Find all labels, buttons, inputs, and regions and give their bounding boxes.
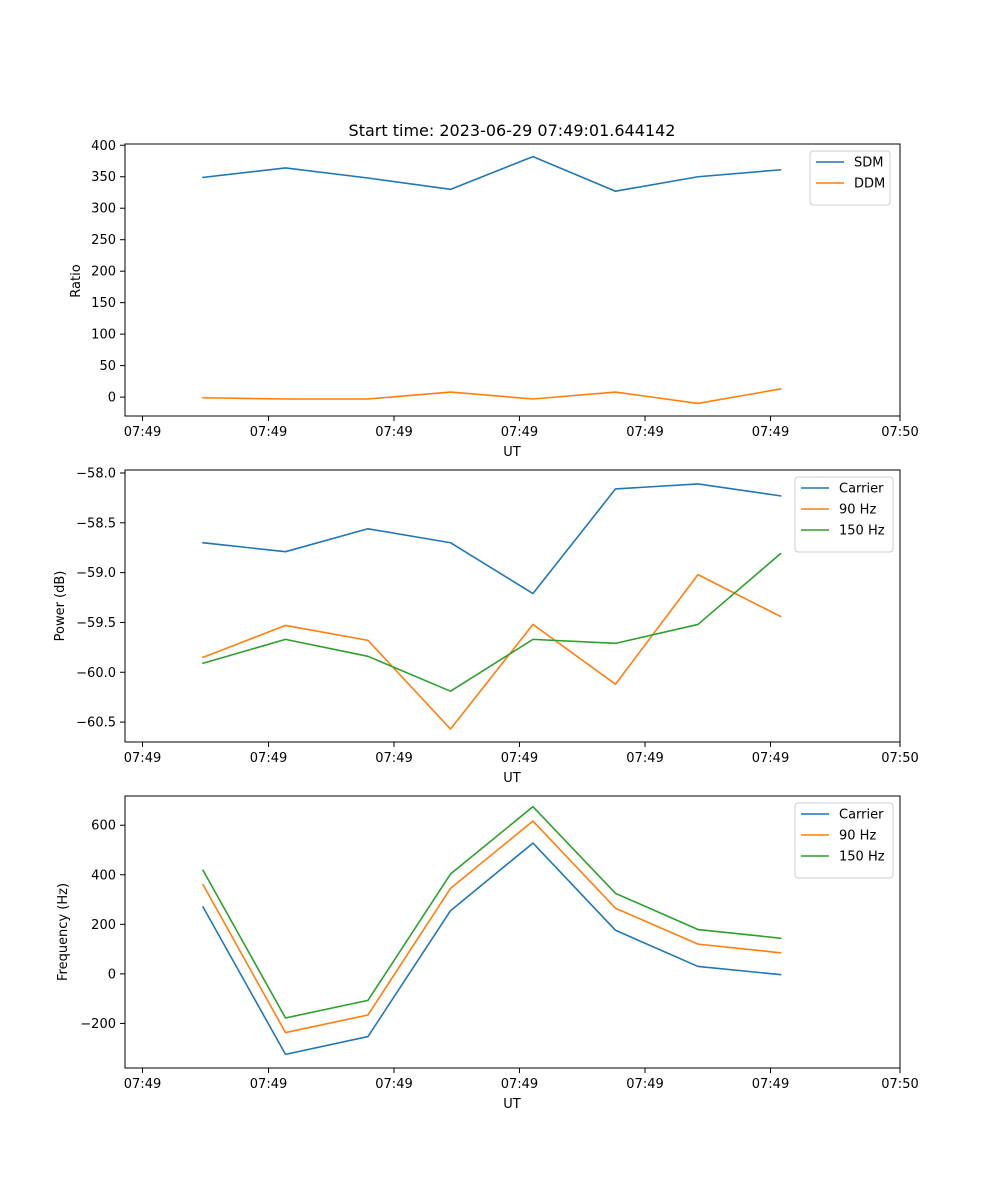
y-tick-label: −60.0 [76, 666, 116, 681]
power-plot-area: 07:49 07:49 07:49 07:49 07:49 07:49 07:50 −58.0… [76, 466, 919, 766]
frequency-plot-area: 07:49 07:49 07:49 07:49 07:49 07:49 07:50 −200 0… [80, 795, 919, 1092]
legend-box [794, 802, 894, 879]
x-tick-label: 07:49 [752, 425, 789, 440]
x-tick-label: 07:49 [501, 425, 538, 440]
x-tick-label: 07:49 [752, 1077, 789, 1092]
y-tick-label: 150 [91, 296, 116, 311]
y-tick-label: 50 [99, 359, 116, 374]
x-tick-label: 07:49 [626, 751, 663, 766]
y-tick-label: −58.5 [76, 516, 116, 531]
frequency-y-axis-label: Frequency (Hz) [56, 883, 71, 981]
ratio-panel: Start time: 2023-06-29 07:49:01.644142 0… [69, 121, 919, 460]
y-tick-label: 250 [91, 233, 116, 248]
ratio-x-axis-label: UT [503, 445, 521, 460]
y-tick-label: 0 [108, 391, 116, 406]
power-y-axis-label: Power (dB) [53, 571, 68, 642]
power-panel: 07:49 07:49 07:49 07:49 07:49 07:49 07:50 −58.0… [53, 466, 919, 786]
ratio-y-axis-label: Ratio [69, 264, 84, 297]
y-tick-label: −59.0 [76, 566, 116, 581]
y-tick-label: 350 [91, 170, 116, 185]
power-x-axis-label: UT [503, 771, 521, 786]
series-line-carrier [202, 483, 782, 595]
series-line-ddm [202, 388, 782, 405]
y-tick-label: 600 [91, 819, 116, 834]
y-tick-label: −60.5 [76, 716, 116, 731]
x-tick-label: 07:50 [881, 1077, 918, 1092]
legend: SDM DDM [809, 150, 891, 206]
chart-title: Start time: 2023-06-29 07:49:01.644142 [349, 121, 676, 140]
x-tick-label: 07:49 [250, 425, 287, 440]
y-tick-label: 0 [108, 967, 116, 982]
y-tick-label: −58.0 [76, 466, 116, 481]
legend-label-ddm: DDM [854, 177, 885, 192]
legend-label-150-hz: 150 Hz [839, 850, 885, 865]
legend-label-carrier: Carrier [839, 482, 884, 497]
frequency-x-axis-label: UT [503, 1097, 521, 1112]
x-tick-label: 07:49 [626, 425, 663, 440]
series-line-90-hz [201, 820, 782, 1034]
plot-frame [124, 795, 901, 1069]
legend: Carrier 90 Hz 150 Hz [794, 476, 894, 553]
y-tick-label: 300 [91, 202, 116, 217]
series-line-150-hz [202, 552, 782, 692]
y-tick-label: 200 [91, 265, 116, 280]
legend-label-90-hz: 90 Hz [839, 829, 876, 844]
y-tick-label: 400 [91, 868, 116, 883]
x-tick-label: 07:49 [501, 751, 538, 766]
x-tick-label: 07:49 [375, 425, 412, 440]
series-line-150-hz [201, 805, 782, 1019]
legend: Carrier 90 Hz 150 Hz [794, 802, 894, 879]
legend-box [809, 150, 891, 206]
x-tick-label: 07:49 [375, 1077, 412, 1092]
legend-label-carrier: Carrier [839, 808, 884, 823]
x-tick-label: 07:50 [881, 425, 918, 440]
x-tick-label: 07:49 [250, 751, 287, 766]
series-line-sdm [202, 155, 782, 193]
series-line-carrier [201, 842, 782, 1056]
x-tick-label: 07:49 [124, 751, 161, 766]
plot-frame [124, 469, 901, 743]
plot-frame [124, 143, 901, 417]
series-line-90-hz [202, 573, 782, 730]
ratio-plot-area: 07:49 07:49 07:49 07:49 07:49 07:49 07:50 0 50 10… [91, 139, 919, 440]
legend-label-150-hz: 150 Hz [839, 524, 885, 539]
legend-box [794, 476, 894, 553]
x-tick-label: 07:50 [881, 751, 918, 766]
x-tick-label: 07:49 [626, 1077, 663, 1092]
x-tick-label: 07:49 [124, 425, 161, 440]
y-tick-label: 400 [91, 139, 116, 154]
x-tick-label: 07:49 [250, 1077, 287, 1092]
y-tick-label: 100 [91, 328, 116, 343]
y-tick-label: 200 [91, 918, 116, 933]
legend-label-sdm: SDM [854, 156, 883, 171]
frequency-panel: 07:49 07:49 07:49 07:49 07:49 07:49 07:50 −200 0… [56, 795, 919, 1112]
y-tick-label: −200 [80, 1017, 116, 1032]
y-tick-label: −59.5 [76, 616, 116, 631]
x-tick-label: 07:49 [752, 751, 789, 766]
x-tick-label: 07:49 [501, 1077, 538, 1092]
x-tick-label: 07:49 [124, 1077, 161, 1092]
legend-label-90-hz: 90 Hz [839, 503, 876, 518]
x-tick-label: 07:49 [375, 751, 412, 766]
